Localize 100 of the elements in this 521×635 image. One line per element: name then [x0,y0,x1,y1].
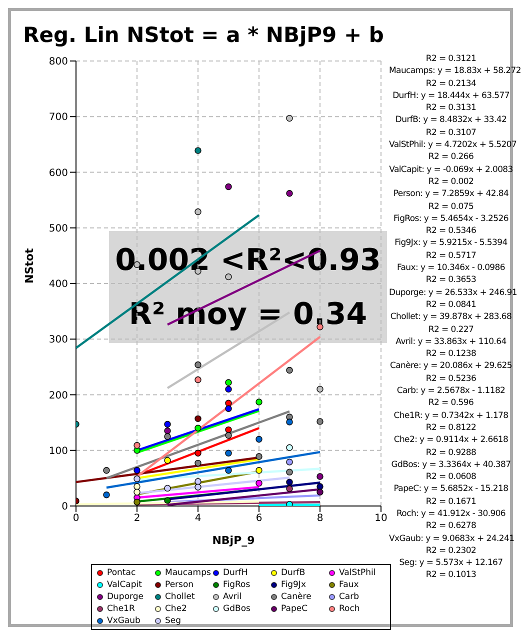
point [134,442,140,449]
legend-label: ValStPhil [339,568,376,578]
point [286,190,293,197]
y-tick-label: 700 [48,112,68,124]
y-tick-label: 200 [48,390,68,402]
text: Maucamps: y = 18.83x + 58.272 [389,65,521,78]
legend-label: Canère [281,592,312,602]
point [286,500,293,506]
text: GdBos: y = 3.3364x + 40.387 [390,458,512,472]
y-tick-label: 600 [48,168,68,179]
text: R2 = 0.1238 [424,348,478,360]
legend-label: VxGaub [107,616,140,626]
text: R2 = 0.3131 [424,102,478,114]
text: R2 = 0.3653 [424,274,478,287]
point [316,483,324,490]
point [256,398,262,406]
point [134,467,140,474]
y-tick-label: 400 [48,279,68,290]
text: ValStPhil: y = 4.7202x + 5.5207 [389,139,517,152]
point [286,418,293,426]
text: R2 = 0.596 [427,397,475,410]
point [103,492,110,498]
point [286,458,293,466]
point [164,484,171,492]
point [286,468,293,476]
point [225,405,232,412]
x-tick-label: 10 [374,513,388,524]
text: R2 = 0.2134 [424,78,478,90]
text: R2 = 0.9288 [424,446,478,459]
point [225,400,232,406]
legend-label: Roch [339,604,360,614]
text: Duporge: y = 26.533x + 246.91 [389,286,517,299]
text: Che1R: y = 0.7342x + 1.178 [392,410,510,422]
text: R2 = 0.002 [427,176,475,188]
text: Faux: y = 10.346x - 0.0986 [396,262,506,274]
text: R2 = 0.1013 [424,569,478,582]
point [225,426,232,434]
point [134,498,140,506]
text: R2 = 0.266 [427,151,475,164]
point [225,432,232,439]
point [256,436,262,443]
text: R2 = 0.3121 [424,53,478,66]
legend-label: Avril [223,592,242,602]
x-tick-label: 8 [316,513,324,524]
chart-title: Reg. Lin NStot = a * NBjP9 + b [22,23,385,47]
text: R2 = 0.227 [427,324,475,336]
point [256,480,262,487]
text: R2 = 0.8122 [424,422,478,434]
y-tick-label: 0 [62,502,68,513]
text: R2 = 0.2302 [424,544,478,558]
text: R2 = 0.5346 [424,225,478,238]
text: R2 = 0.5717 [424,250,478,262]
legend-label: Faux [339,580,359,590]
point [225,379,232,386]
text: R2 = 0.5236 [424,372,478,386]
point [194,450,202,457]
point [316,386,324,393]
point [164,497,171,504]
point [134,488,140,496]
text: R2 = 0.1671 [424,496,478,508]
legend-label: Pontac [107,568,136,578]
legend-label: Duporge [107,592,144,602]
y-tick-label: 800 [48,56,68,68]
x-tick-label: 6 [256,513,262,524]
text: R2 = 0.0841 [424,298,478,312]
legend-label: FigRos [223,580,250,590]
point [316,418,324,425]
x-tick-label: 4 [194,513,202,524]
point [225,386,232,393]
point [134,483,140,490]
text: Avril: y = 33.863x + 110.64 [394,336,508,348]
text: DurfB: y = 8.4832x + 33.42 [394,114,508,127]
point [316,488,324,496]
legend-label: Carb [339,592,360,602]
point [194,376,202,384]
text: R2 = 0.075 [427,200,475,213]
point [164,420,171,428]
x-tick-label: 0 [72,513,80,524]
legend-label: Che2 [165,604,187,614]
point [256,467,262,474]
point [225,450,232,457]
text: Person: y = 7.2859x + 42.84 [392,188,510,201]
text: Roch: y = 41.912x - 30.906 [395,508,507,520]
text: Carb: y = 2.5678x - 1.1182 [396,385,506,398]
legend-label: Person [165,580,194,590]
text: R2 = 0.0608 [424,471,478,484]
text: ValCapit: y = -0.069x + 2.0083 [389,164,513,176]
point [286,478,293,486]
text: VxGaub: y = 9.0683x + 24.241 [389,532,514,545]
legend-label: Chollet [165,592,195,602]
point [225,467,232,474]
point [134,475,140,482]
legend-label: PapeC [281,604,308,614]
text: PapeC: y = 5.6852x - 15.218 [392,483,510,496]
legend-label: Fig9Jx [281,580,306,590]
caption: Fig9Jx: y = 5.9215x - 5.5394 [394,237,508,250]
point [194,208,202,216]
x-axis-title: NBjP_9 [212,534,255,547]
point [103,467,110,474]
text: R2 = 0.6278 [424,520,478,533]
